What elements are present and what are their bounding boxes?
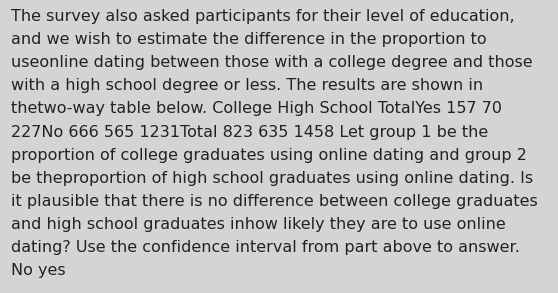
Text: and high school graduates inhow likely they are to use online: and high school graduates inhow likely t… xyxy=(11,217,506,232)
Text: proportion of college graduates using online dating and group 2: proportion of college graduates using on… xyxy=(11,148,527,163)
Text: it plausible that there is no difference between college graduates: it plausible that there is no difference… xyxy=(11,194,538,209)
Text: be theproportion of high school graduates using online dating. Is: be theproportion of high school graduate… xyxy=(11,171,533,186)
Text: and we wish to estimate the difference in the proportion to: and we wish to estimate the difference i… xyxy=(11,32,487,47)
Text: thetwo-way table below. College High School TotalYes 157 70: thetwo-way table below. College High Sch… xyxy=(11,101,502,116)
Text: No yes: No yes xyxy=(11,263,66,278)
Text: 227No 666 565 1231Total 823 635 1458 Let group 1 be the: 227No 666 565 1231Total 823 635 1458 Let… xyxy=(11,125,488,139)
Text: with a high school degree or less. The results are shown in: with a high school degree or less. The r… xyxy=(11,78,483,93)
Text: The survey also asked participants for their level of education,: The survey also asked participants for t… xyxy=(11,9,515,24)
Text: useonline dating between those with a college degree and those: useonline dating between those with a co… xyxy=(11,55,533,70)
Text: dating? Use the confidence interval from part above to answer.: dating? Use the confidence interval from… xyxy=(11,240,520,255)
